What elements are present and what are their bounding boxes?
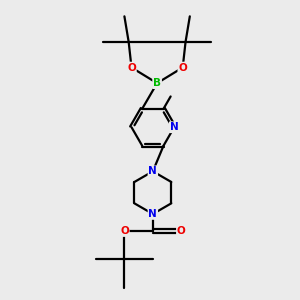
Text: O: O	[177, 226, 186, 236]
Text: O: O	[120, 226, 129, 236]
Text: N: N	[148, 166, 157, 176]
Text: O: O	[178, 62, 187, 73]
Text: N: N	[170, 122, 178, 132]
Text: B: B	[153, 78, 161, 88]
Text: O: O	[127, 62, 136, 73]
Text: N: N	[148, 209, 157, 219]
